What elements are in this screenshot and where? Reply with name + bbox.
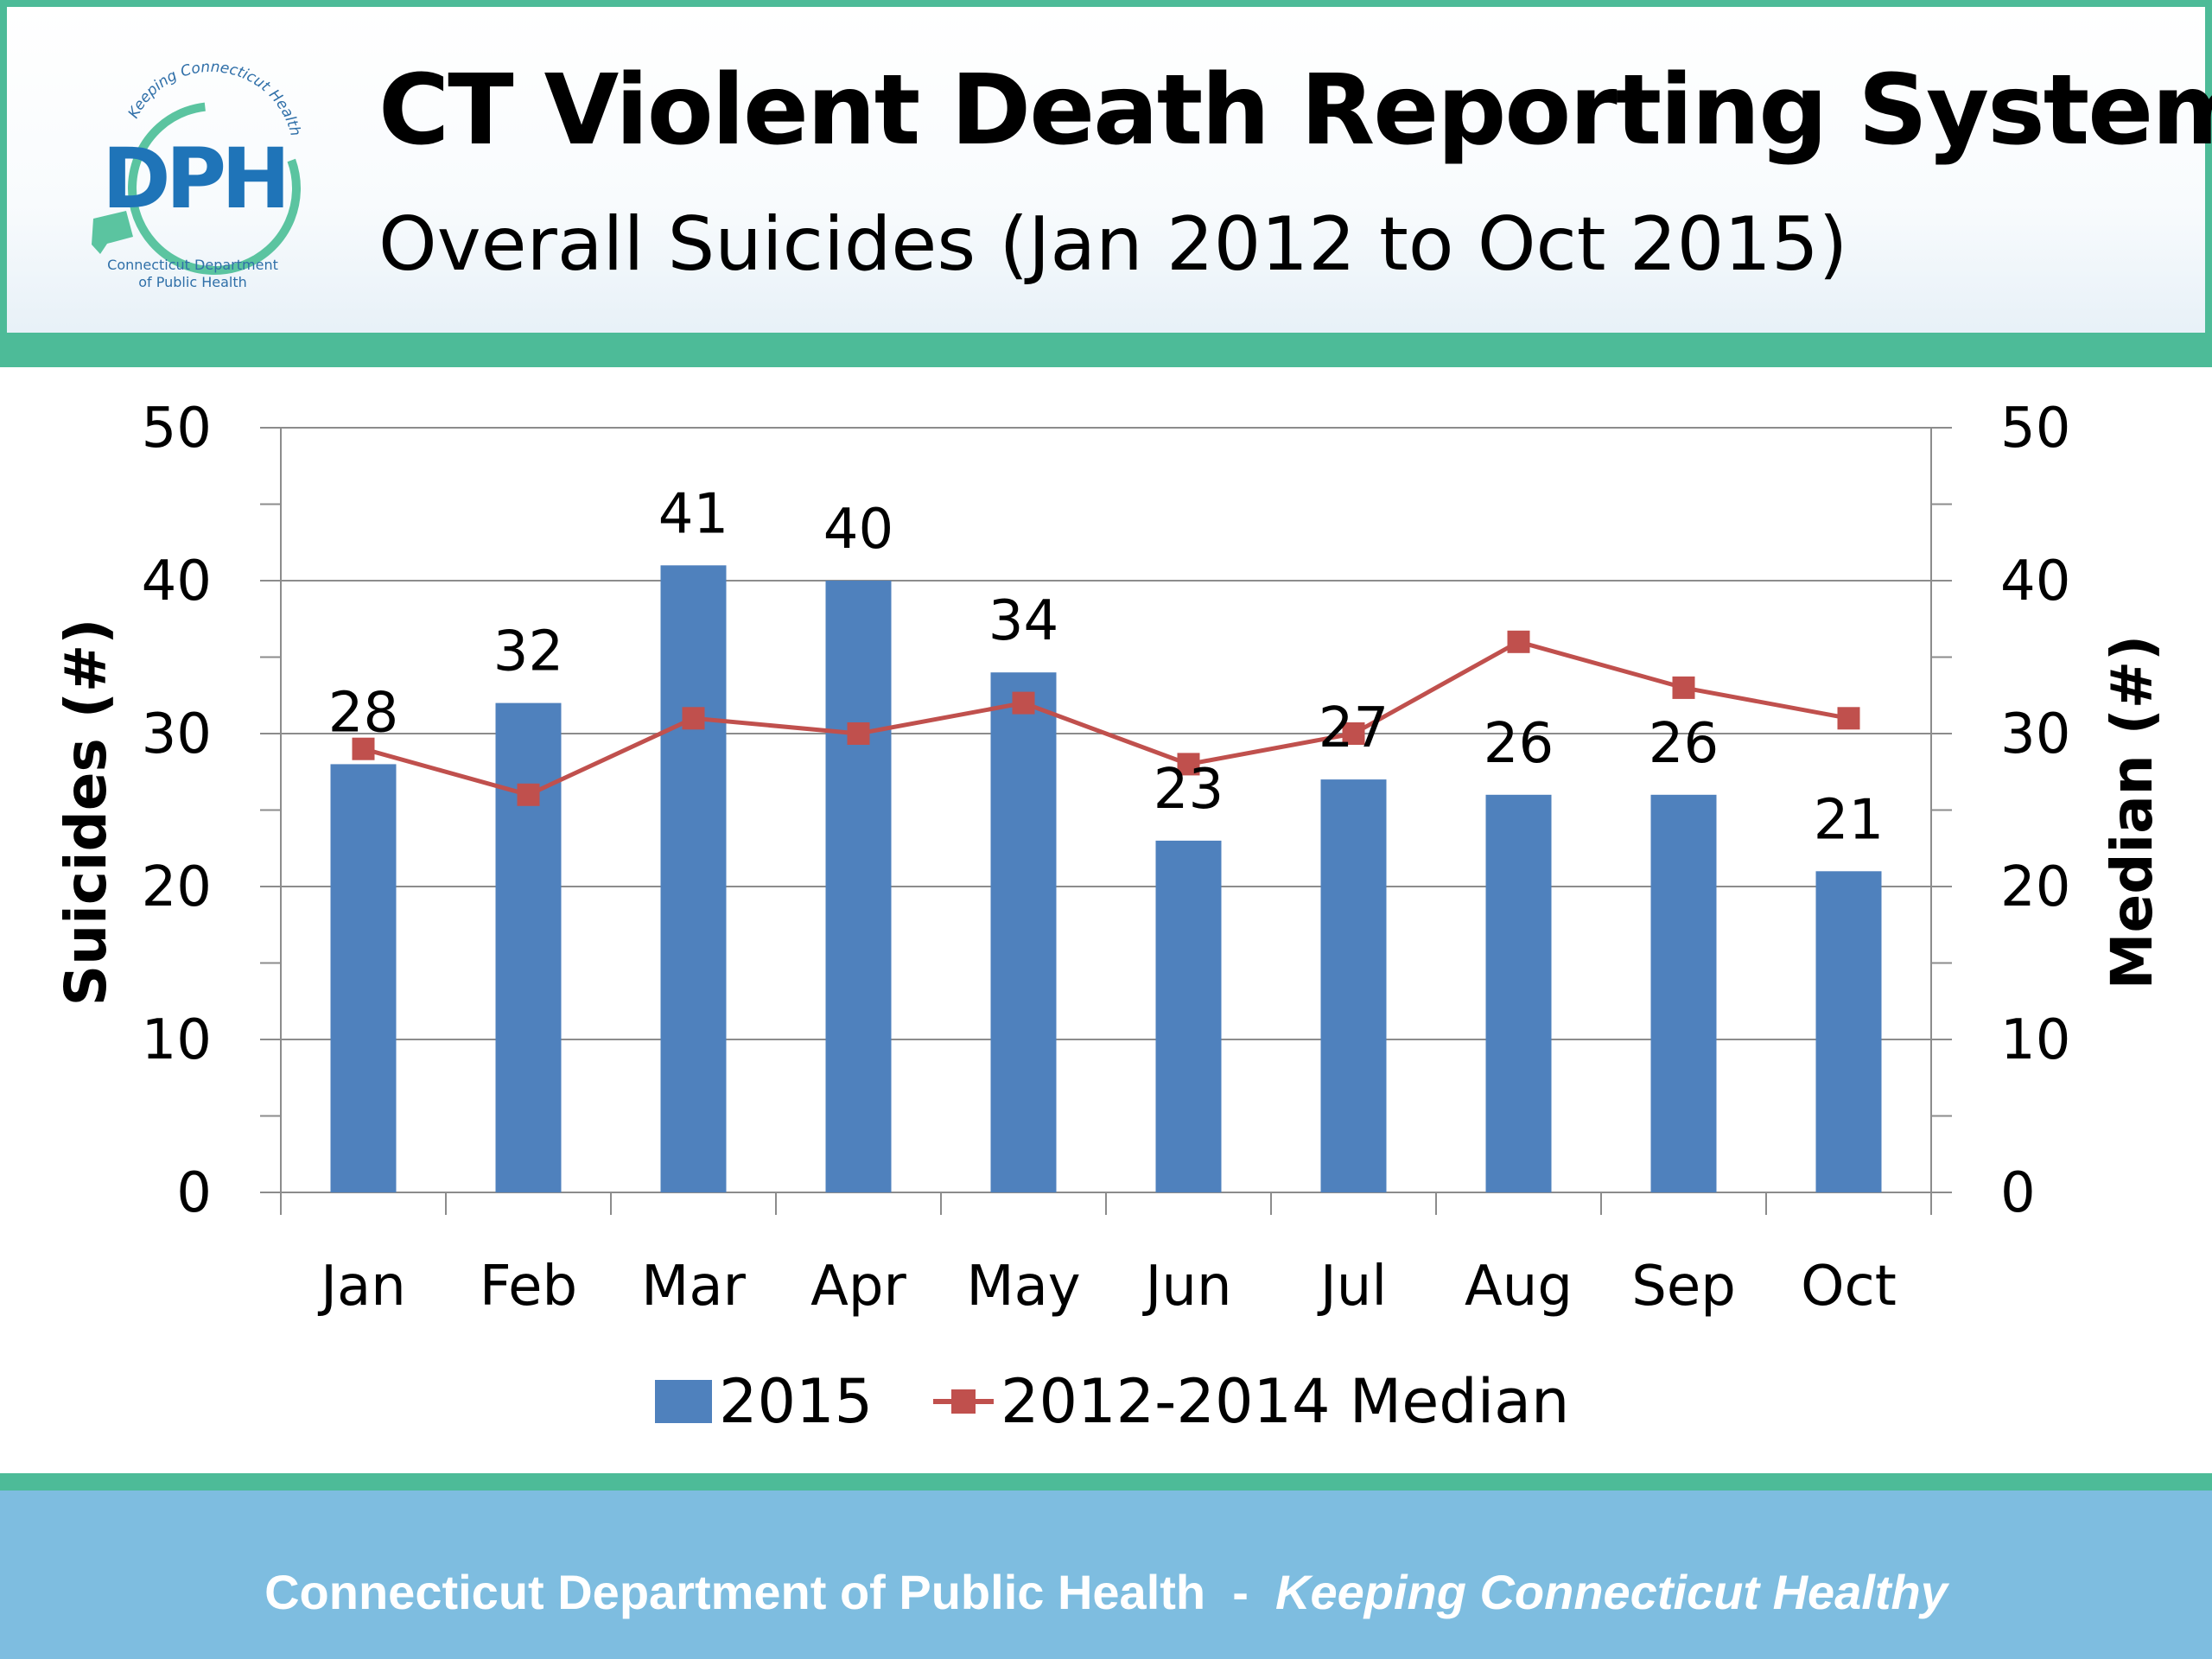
logo-arc-text: Keeping Connecticut Healthy xyxy=(76,59,304,138)
bar-data-label: 32 xyxy=(493,620,563,684)
median-point xyxy=(682,707,705,730)
suicides-chart: 28 32 41 40 34 23 27 26 26 21 0 10 20 30 40 50 0 10 20 30… xyxy=(53,397,2165,1437)
y2-axis-title: Median (#) xyxy=(2099,635,2165,989)
x-tick-label: Mar xyxy=(641,1255,746,1319)
x-tick-label: Oct xyxy=(1801,1255,1897,1319)
median-point xyxy=(1177,753,1200,776)
bar xyxy=(495,702,562,1192)
x-tick-label: Jan xyxy=(317,1255,406,1319)
bar xyxy=(1320,779,1387,1192)
connecticut-map-icon xyxy=(92,211,133,254)
logo-caption-line2: of Public Health xyxy=(138,274,246,290)
bar-series-2015 xyxy=(330,565,1882,1192)
bar-data-label: 28 xyxy=(328,681,398,745)
line-series-median xyxy=(352,630,1860,806)
x-tick-label: Aug xyxy=(1465,1255,1573,1319)
dph-logo: Keeping Connecticut Healthy DPH Connecti… xyxy=(76,59,304,290)
median-point xyxy=(847,722,870,745)
logo-mark-text: DPH xyxy=(102,130,285,227)
right-tick-label: 10 xyxy=(2000,1008,2070,1072)
bar xyxy=(1485,794,1552,1192)
bar xyxy=(1650,794,1717,1192)
bar-data-label: 23 xyxy=(1154,758,1224,822)
page-subtitle: Overall Suicides (Jan 2012 to Oct 2015) xyxy=(378,201,1848,288)
left-tick-label: 40 xyxy=(142,550,212,613)
bar xyxy=(660,565,727,1192)
footer-banner: Connecticut Department of Public Health … xyxy=(0,1473,2212,1659)
right-tick-label: 0 xyxy=(2000,1161,2036,1225)
bar-data-label: 40 xyxy=(823,498,893,562)
footer-text: Connecticut Department of Public Health … xyxy=(0,1564,2212,1620)
left-tick-label: 50 xyxy=(142,397,212,461)
logo-caption-line1: Connecticut Department xyxy=(107,257,278,273)
bar xyxy=(990,672,1057,1192)
x-tick-label: Jul xyxy=(1317,1255,1387,1319)
median-point xyxy=(1342,722,1365,745)
median-point xyxy=(517,783,540,806)
x-tick-label: Jun xyxy=(1142,1255,1232,1319)
bar-data-labels: 28 32 41 40 34 23 27 26 26 21 xyxy=(328,482,1884,852)
page-title: CT Violent Death Reporting System xyxy=(378,54,2212,167)
median-point xyxy=(1672,676,1695,699)
median-point xyxy=(1507,630,1530,653)
chart-legend: 2015 2012-2014 Median xyxy=(655,1366,1569,1437)
bar-data-label: 41 xyxy=(658,482,728,546)
bar-data-label: 27 xyxy=(1319,696,1389,760)
bar xyxy=(1815,871,1882,1192)
bar xyxy=(825,581,892,1192)
median-line-path xyxy=(362,639,1849,798)
right-tick-label: 20 xyxy=(2000,855,2070,919)
x-tick-label: Apr xyxy=(810,1255,906,1319)
x-tick-label: Feb xyxy=(480,1255,577,1319)
right-tick-label: 50 xyxy=(2000,397,2070,461)
right-tick-label: 40 xyxy=(2000,550,2070,613)
left-tick-label: 30 xyxy=(142,702,212,766)
legend-swatch-2015 xyxy=(655,1380,712,1423)
legend-label-2015: 2015 xyxy=(719,1366,873,1437)
left-tick-label: 10 xyxy=(142,1008,212,1072)
left-axis-tick-labels: 0 10 20 30 40 50 xyxy=(142,397,212,1225)
bar-data-label: 21 xyxy=(1814,788,1884,852)
x-axis-tick-labels: Jan Feb Mar Apr May Jun Jul Aug Sep Oct xyxy=(317,1255,1897,1319)
bar-data-label: 34 xyxy=(988,589,1058,653)
footer-tagline: Keeping Connecticut Healthy xyxy=(1275,1565,1948,1619)
right-axis-tick-labels: 0 10 20 30 40 50 xyxy=(2000,397,2070,1225)
median-point xyxy=(1012,691,1035,715)
header-divider xyxy=(0,333,2212,367)
x-tick-label: Sep xyxy=(1631,1255,1736,1319)
legend-swatch-median-marker xyxy=(951,1389,976,1414)
left-tick-label: 20 xyxy=(142,855,212,919)
legend-label-median: 2012-2014 Median xyxy=(1001,1366,1569,1437)
y-axis-title: Suicides (#) xyxy=(53,619,119,1007)
footer-separator: - xyxy=(1205,1565,1275,1619)
left-tick-label: 0 xyxy=(176,1161,212,1225)
right-tick-label: 30 xyxy=(2000,702,2070,766)
x-tick-label: May xyxy=(966,1255,1080,1319)
bar xyxy=(330,764,397,1192)
median-point xyxy=(352,737,375,760)
footer-org: Connecticut Department of Public Health xyxy=(264,1565,1206,1619)
bar-data-label: 26 xyxy=(1649,712,1719,776)
bar xyxy=(1155,840,1222,1192)
median-point xyxy=(1837,707,1860,730)
bar-data-label: 26 xyxy=(1484,712,1554,776)
header-banner: Keeping Connecticut Healthy DPH Connecti… xyxy=(0,0,2212,367)
